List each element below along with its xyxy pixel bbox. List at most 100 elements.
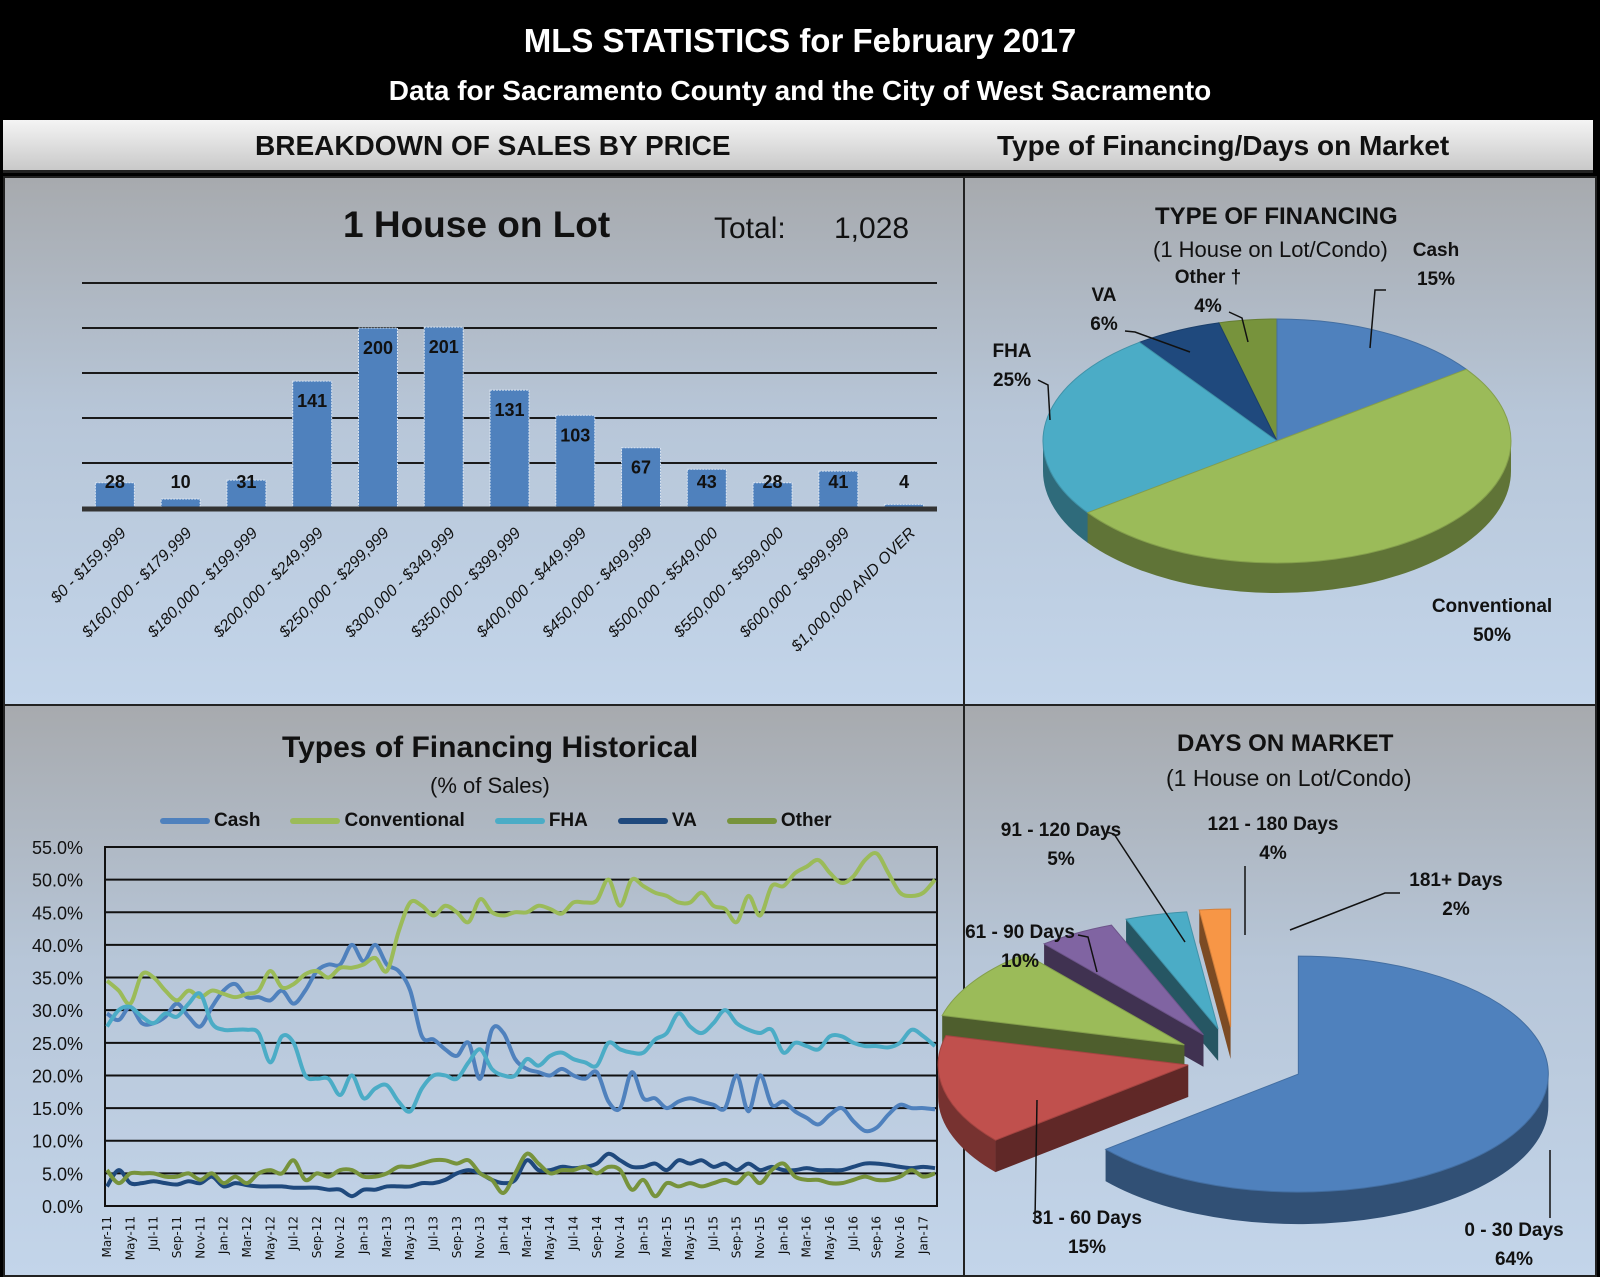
- pie-percent: 4%: [1194, 296, 1222, 317]
- y-tick-label: 5.0%: [42, 1164, 83, 1184]
- x-tick-label: Jul-14: [566, 1216, 580, 1251]
- pie-percent: 4%: [1259, 843, 1287, 864]
- pie-label: 31 - 60 Days: [1032, 1208, 1142, 1229]
- pie-label: 121 - 180 Days: [1208, 814, 1339, 835]
- leader-line: [1124, 330, 1191, 353]
- x-tick-label: Jul-16: [846, 1216, 860, 1251]
- x-tick-label: May-13: [403, 1216, 417, 1260]
- x-tick-label: Jul-15: [706, 1216, 720, 1251]
- pie-percent: 50%: [1473, 625, 1511, 646]
- pie-percent: 15%: [1417, 269, 1455, 290]
- legend-swatch: [617, 818, 668, 824]
- line-chart-subtitle: (% of Sales): [430, 773, 550, 798]
- x-tick-label: May-11: [123, 1216, 137, 1260]
- pie-label: 91 - 120 Days: [1001, 820, 1121, 841]
- legend-label: Cash: [214, 810, 261, 831]
- line-chart-title: Types of Financing Historical: [282, 731, 699, 764]
- pie-slice: [1104, 955, 1549, 1193]
- bar-value-label: 28: [763, 472, 783, 492]
- category-label: $1,000,000 AND OVER: [788, 524, 919, 655]
- legend-item-cash: Cash: [160, 810, 260, 832]
- legend-label: Other: [780, 810, 832, 831]
- pie-label: FHA: [992, 341, 1031, 362]
- bar: [489, 389, 530, 509]
- legend-swatch: [494, 818, 545, 824]
- x-tick-label: Sep-16: [870, 1216, 884, 1258]
- category-label: $400,000 - $449,999: [473, 525, 590, 642]
- y-tick-label: 0.0%: [42, 1197, 83, 1217]
- financing-pie-subtitle: (1 House on Lot/Condo): [1153, 237, 1388, 262]
- section-title-financing: Type of Financing/Days on Market: [997, 130, 1450, 161]
- bar-value-label: 4: [899, 472, 909, 492]
- pie-slice-face: [1199, 909, 1231, 1060]
- legend-item-fha: FHA: [494, 810, 588, 832]
- bar: [686, 468, 727, 509]
- bar: [818, 470, 859, 509]
- pie-slice: [1125, 911, 1219, 1030]
- total-value: 1,028: [834, 212, 910, 245]
- bar-value-label: 43: [697, 472, 717, 492]
- bar-value-label: 41: [828, 472, 848, 492]
- x-tick-label: Jan-13: [357, 1216, 371, 1255]
- bar: [621, 447, 662, 509]
- leader-line: [1077, 934, 1098, 973]
- category-label: $200,000 - $249,999: [210, 525, 327, 642]
- pie-label: VA: [1092, 285, 1117, 306]
- pie-slice-side: [1043, 441, 1088, 543]
- days-pie-chart: 0 - 30 Days 64% 31 - 60 Days 15% 61 - 90 Day…: [937, 814, 1564, 1270]
- line-chart-legend: Cash Conventional FHA VA Other: [160, 810, 832, 832]
- category-label: $550,000 - $599,000: [670, 525, 787, 642]
- bar-value-label: 201: [429, 337, 459, 357]
- bar-value-label: 131: [494, 400, 524, 420]
- y-tick-label: 45.0%: [32, 903, 83, 923]
- x-tick-label: Mar-12: [240, 1216, 254, 1257]
- days-pie-title: DAYS ON MARKET: [1177, 730, 1394, 757]
- panel-sales-by-price: [3, 176, 965, 706]
- x-tick-label: Sep-14: [590, 1216, 604, 1258]
- category-label: $600,000 - $999,999: [736, 525, 853, 642]
- category-label: $160,000 - $179,999: [78, 525, 195, 642]
- pie-percent: 25%: [993, 370, 1031, 391]
- pie-slice: [941, 953, 1185, 1046]
- x-tick-label: Nov-13: [473, 1216, 487, 1259]
- x-tick-label: Sep-13: [450, 1216, 464, 1258]
- bar-value-label: 10: [171, 472, 191, 492]
- x-tick-label: Jan-17: [916, 1216, 930, 1255]
- pie-slice: [1042, 341, 1279, 514]
- bar-value-label: 200: [363, 338, 393, 358]
- report-header: MLS STATISTICS for February 2017 Data fo…: [0, 0, 1600, 118]
- pie-slice: [937, 1035, 1189, 1141]
- legend-label: FHA: [548, 810, 588, 831]
- x-tick-label: Nov-12: [333, 1216, 347, 1259]
- series-line-fha: [105, 991, 937, 1114]
- legend-item-other: Other: [726, 810, 832, 832]
- x-tick-label: May-14: [543, 1216, 557, 1260]
- x-tick-label: Nov-16: [893, 1216, 907, 1259]
- x-tick-label: Sep-15: [730, 1216, 744, 1258]
- bar-value-label: 28: [105, 472, 125, 492]
- legend-label: VA: [671, 810, 697, 831]
- bar: [884, 503, 925, 509]
- x-tick-label: Sep-11: [170, 1216, 184, 1258]
- leader-line: [1034, 1099, 1038, 1221]
- plot-area-border: [104, 846, 938, 1207]
- report-title: MLS STATISTICS for February 2017: [523, 22, 1077, 59]
- y-tick-label: 25.0%: [32, 1034, 83, 1054]
- line-chart: 0.0% 5.0% 10.0% 15.0% 20.0% 25.0% 30.0% 35.0% 40…: [32, 838, 938, 1260]
- x-tick-label: Jul-12: [287, 1216, 301, 1251]
- x-tick-label: Jan-16: [776, 1216, 790, 1255]
- pie-slice: [1198, 908, 1232, 1028]
- bar: [423, 326, 464, 509]
- section-title-price: BREAKDOWN OF SALES BY PRICE: [255, 130, 731, 161]
- category-label: $300,000 - $349,999: [341, 525, 458, 642]
- x-tick-label: May-16: [823, 1216, 837, 1260]
- pie-percent: 15%: [1068, 1237, 1106, 1258]
- pie-percent: 2%: [1442, 899, 1470, 920]
- total-label: Total:: [714, 212, 786, 245]
- category-label: $450,000 - $499,999: [539, 525, 656, 642]
- y-tick-label: 40.0%: [32, 936, 83, 956]
- bar: [292, 380, 333, 509]
- x-tick-label: Nov-15: [753, 1216, 767, 1259]
- x-tick-label: Sep-12: [310, 1216, 324, 1258]
- legend-label: Conventional: [344, 810, 465, 831]
